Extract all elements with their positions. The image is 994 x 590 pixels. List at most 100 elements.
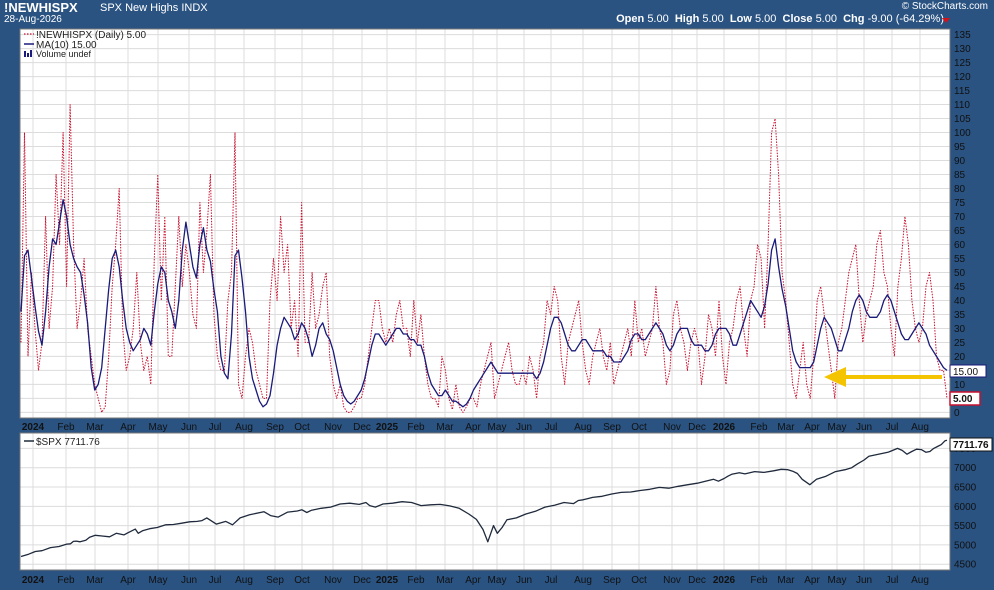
x-tick-label: Nov [324, 422, 342, 433]
x-tick-label: 2024 [22, 575, 45, 586]
x-tick-label: Aug [574, 422, 592, 433]
x-tick-label: Oct [294, 422, 310, 433]
y-tick-label: 110 [954, 100, 970, 111]
x-tick-label: Feb [750, 575, 768, 586]
y-tick-label: 125 [954, 58, 971, 69]
legend-volume-label: Volume undef [36, 49, 92, 59]
x-tick-label: May [828, 575, 847, 586]
y-tick-label: 4500 [954, 560, 977, 571]
y-tick-label: 100 [954, 128, 971, 139]
ma10-series-line [20, 199, 948, 408]
x-tick-label: Oct [631, 422, 647, 433]
arrow-annotation [824, 367, 942, 387]
x-tick-label: Mar [777, 575, 795, 586]
x-tick-label: Aug [911, 422, 929, 433]
x-tick-label: Jun [856, 575, 872, 586]
y-tick-label: 40 [954, 296, 966, 307]
y-tick-label: 35 [954, 310, 966, 321]
x-tick-label: Jul [545, 422, 558, 433]
legend-ma-label: MA(10) 15.00 [36, 40, 97, 51]
x-tick-label: Jul [209, 575, 222, 586]
legend-bottom: $SPX 7711.76 [24, 437, 100, 448]
x-tick-label: Feb [750, 422, 768, 433]
symbol-description: SPX New Highs INDX [100, 2, 208, 14]
y-tick-label: 30 [954, 324, 966, 335]
x-tick-label: 2024 [22, 422, 45, 433]
x-tick-label: 2025 [376, 575, 399, 586]
x-tick-label: Jun [516, 575, 532, 586]
change-down-icon [942, 18, 950, 23]
x-tick-label: Jun [181, 422, 197, 433]
y-tick-label: 50 [954, 268, 966, 279]
x-tick-label: Feb [57, 575, 75, 586]
y-tick-label: 20 [954, 352, 966, 363]
y-tick-label: 65 [954, 226, 966, 237]
x-tick-label: Dec [688, 575, 706, 586]
x-tick-label: May [488, 422, 507, 433]
y-tick-label: 10 [954, 380, 966, 391]
x-tick-label: Apr [804, 575, 820, 586]
x-tick-label: Dec [353, 575, 371, 586]
x-tick-label: Nov [324, 575, 342, 586]
x-tick-label: Mar [436, 422, 454, 433]
x-tick-label: Dec [353, 422, 371, 433]
x-tick-label: Jul [545, 575, 558, 586]
x-tick-label: Sep [266, 422, 284, 433]
ohlc-readout: Open 5.00 High 5.00 Low 5.00 Close 5.00 … [616, 13, 944, 25]
y-tick-label: 75 [954, 198, 966, 209]
y-tick-label: 135 [954, 30, 971, 41]
x-tick-label: Sep [603, 575, 621, 586]
x-tick-label: May [488, 575, 507, 586]
x-tick-label: 2025 [376, 422, 399, 433]
x-tick-label: Mar [86, 422, 104, 433]
x-tick-label: Aug [235, 422, 253, 433]
x-tick-label: May [149, 575, 168, 586]
svg-text:15.00: 15.00 [953, 367, 978, 378]
newhighs-series-line [20, 104, 948, 413]
x-tick-label: Jul [886, 422, 899, 433]
y-tick-label: 95 [954, 142, 966, 153]
y-tick-label: 45 [954, 282, 966, 293]
x-tick-label: Jul [886, 575, 899, 586]
y-tick-label: 70 [954, 212, 966, 223]
x-tick-label: Sep [266, 575, 284, 586]
y-tick-label: 6000 [954, 502, 977, 513]
x-tick-label: Aug [911, 575, 929, 586]
spx-series-line [20, 439, 948, 558]
x-tick-label: Aug [235, 575, 253, 586]
x-tick-label: Oct [631, 575, 647, 586]
x-tick-label: May [828, 422, 847, 433]
last-value-marker: 5.00 [949, 391, 981, 406]
x-tick-label: Jun [856, 422, 872, 433]
x-tick-label: Apr [465, 422, 481, 433]
svg-text:5.00: 5.00 [953, 394, 973, 405]
x-tick-label: Dec [688, 422, 706, 433]
y-tick-label: 120 [954, 72, 971, 83]
spx-value-marker: 7711.76 [949, 437, 993, 452]
y-tick-label: 130 [954, 44, 971, 55]
y-tick-label: 60 [954, 240, 966, 251]
x-tick-label: Apr [120, 422, 136, 433]
x-tick-label: Feb [407, 575, 425, 586]
x-tick-label: Jun [516, 422, 532, 433]
ma-value-marker: 15.00 [949, 364, 987, 378]
x-tick-label: 2026 [713, 422, 736, 433]
symbol-title: !NEWHISPX [4, 0, 78, 15]
legend-spx-label: $SPX 7711.76 [36, 437, 100, 448]
y-tick-label: 55 [954, 254, 966, 265]
y-tick-label: 115 [954, 86, 970, 97]
top-panel [20, 29, 950, 418]
svg-text:7711.76: 7711.76 [953, 440, 989, 451]
y-tick-label: 0 [954, 408, 960, 419]
x-tick-label: Oct [294, 575, 310, 586]
legend-newhighs-label: !NEWHISPX (Daily) 5.00 [36, 30, 146, 41]
x-tick-label: Apr [804, 422, 820, 433]
y-tick-label: 6500 [954, 483, 977, 494]
x-tick-label: Aug [574, 575, 592, 586]
x-tick-label: May [149, 422, 168, 433]
volume-icon [24, 50, 32, 57]
y-tick-label: 5000 [954, 540, 977, 551]
y-tick-label: 105 [954, 114, 971, 125]
y-tick-label: 25 [954, 338, 966, 349]
